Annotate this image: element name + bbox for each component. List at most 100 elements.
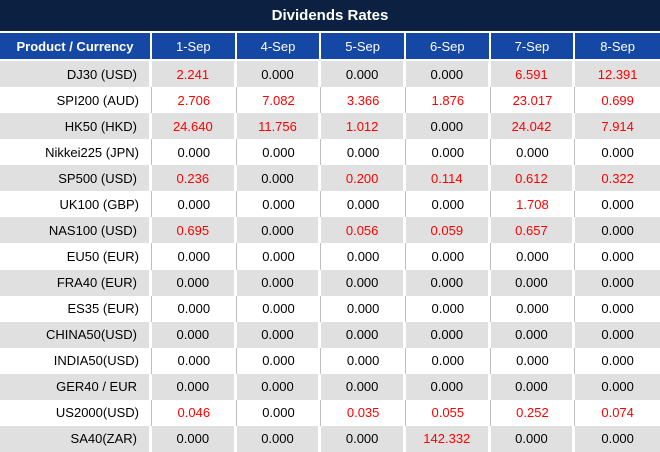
dividend-value-cell: 0.236 — [152, 165, 237, 192]
table-row: GER40 / EUR 0.000 0.000 0.000 0.000 0.000 0.00… — [0, 373, 660, 400]
product-cell: SA40(ZAR) — [0, 425, 152, 452]
dividend-value-cell: 0.000 — [490, 347, 576, 374]
column-header-8-sep: 8-Sep — [575, 33, 660, 61]
dividend-value-cell: 0.000 — [152, 243, 237, 270]
dividend-value-cell: 0.046 — [152, 399, 237, 426]
dividend-value-cell: 0.200 — [321, 165, 406, 192]
dividend-value-cell: 0.000 — [405, 269, 491, 296]
dividend-value-cell: 0.000 — [575, 425, 660, 452]
product-cell: HK50 (HKD) — [0, 113, 152, 140]
dividend-value-cell: 0.000 — [236, 347, 322, 374]
dividend-value-cell: 0.000 — [152, 425, 237, 452]
dividend-value-cell: 0.000 — [152, 321, 237, 348]
product-cell: FRA40 (EUR) — [0, 269, 152, 296]
dividend-value-cell: 0.000 — [321, 61, 406, 88]
dividend-value-cell: 0.056 — [321, 217, 406, 244]
dividend-value-cell: 0.000 — [152, 191, 237, 218]
dividend-value-cell: 0.000 — [321, 269, 406, 296]
dividend-value-cell: 0.074 — [575, 399, 660, 426]
table-row: DJ30 (USD) 2.241 0.000 0.000 0.000 6.591 12.39… — [0, 61, 660, 88]
dividend-value-cell: 2.706 — [152, 87, 237, 114]
dividend-value-cell: 0.000 — [321, 425, 406, 452]
dividend-value-cell: 24.042 — [490, 113, 576, 140]
dividend-value-cell: 0.000 — [575, 217, 660, 244]
dividend-value-cell: 24.640 — [152, 113, 237, 140]
dividend-value-cell: 0.000 — [405, 295, 491, 322]
table-row: CHINA50(USD) 0.000 0.000 0.000 0.000 0.000 0.0… — [0, 321, 660, 348]
dividend-value-cell: 0.000 — [321, 139, 406, 166]
dividend-value-cell: 0.000 — [321, 295, 406, 322]
dividend-value-cell: 0.000 — [490, 425, 576, 452]
table-row: US2000(USD) 0.046 0.000 0.035 0.055 0.252 0.07… — [0, 399, 660, 426]
product-cell: GER40 / EUR — [0, 373, 152, 400]
dividend-value-cell: 0.000 — [236, 295, 322, 322]
dividend-value-cell: 0.000 — [321, 321, 406, 348]
column-header-4-sep: 4-Sep — [236, 33, 322, 61]
dividend-value-cell: 0.000 — [575, 139, 660, 166]
dividend-value-cell: 0.000 — [236, 61, 322, 88]
dividend-value-cell: 0.000 — [152, 139, 237, 166]
dividend-value-cell: 0.055 — [405, 399, 491, 426]
dividend-value-cell: 0.000 — [236, 139, 322, 166]
dividend-value-cell: 1.012 — [321, 113, 406, 140]
dividend-value-cell: 0.000 — [236, 191, 322, 218]
table-row: HK50 (HKD) 24.640 11.756 1.012 0.000 24.042 7.… — [0, 113, 660, 140]
dividend-value-cell: 0.000 — [575, 243, 660, 270]
table-row: EU50 (EUR) 0.000 0.000 0.000 0.000 0.000 0.000 — [0, 243, 660, 270]
product-cell: EU50 (EUR) — [0, 243, 152, 270]
dividend-value-cell: 0.000 — [405, 243, 491, 270]
dividend-value-cell: 7.082 — [236, 87, 322, 114]
dividend-value-cell: 0.000 — [152, 373, 237, 400]
dividend-value-cell: 0.000 — [236, 217, 322, 244]
dividend-value-cell: 0.000 — [236, 269, 322, 296]
product-cell: ES35 (EUR) — [0, 295, 152, 322]
dividend-value-cell: 0.000 — [236, 321, 322, 348]
product-cell: CHINA50(USD) — [0, 321, 152, 348]
dividend-value-cell: 0.695 — [152, 217, 237, 244]
dividend-value-cell: 0.657 — [490, 217, 576, 244]
column-header-5-sep: 5-Sep — [321, 33, 406, 61]
table-row: NAS100 (USD) 0.695 0.000 0.056 0.059 0.657 0.0… — [0, 217, 660, 244]
dividend-value-cell: 0.059 — [405, 217, 491, 244]
dividend-value-cell: 0.000 — [405, 139, 491, 166]
page-title: Dividends Rates — [0, 0, 660, 31]
product-cell: US2000(USD) — [0, 399, 152, 426]
dividend-value-cell: 0.252 — [490, 399, 576, 426]
dividends-table: Product / Currency 1-Sep 4-Sep 5-Sep 6-S… — [0, 33, 660, 452]
dividend-value-cell: 1.708 — [490, 191, 576, 218]
dividend-value-cell: 0.000 — [405, 347, 491, 374]
dividend-value-cell: 0.000 — [236, 399, 322, 426]
table-row: FRA40 (EUR) 0.000 0.000 0.000 0.000 0.000 0.00… — [0, 269, 660, 296]
header-row: Product / Currency 1-Sep 4-Sep 5-Sep 6-S… — [0, 33, 660, 61]
dividend-value-cell: 0.000 — [575, 373, 660, 400]
column-header-7-sep: 7-Sep — [490, 33, 576, 61]
table-row: UK100 (GBP) 0.000 0.000 0.000 0.000 1.708 0.00… — [0, 191, 660, 218]
product-cell: DJ30 (USD) — [0, 61, 152, 88]
dividend-value-cell: 142.332 — [405, 425, 491, 452]
dividend-value-cell: 2.241 — [152, 61, 237, 88]
dividend-value-cell: 3.366 — [321, 87, 406, 114]
dividend-value-cell: 0.000 — [575, 347, 660, 374]
product-cell: UK100 (GBP) — [0, 191, 152, 218]
dividend-value-cell: 0.322 — [575, 165, 660, 192]
dividend-value-cell: 23.017 — [490, 87, 576, 114]
dividend-value-cell: 0.000 — [321, 243, 406, 270]
table-row: SA40(ZAR) 0.000 0.000 0.000 142.332 0.000 0.00… — [0, 425, 660, 452]
product-cell: SP500 (USD) — [0, 165, 152, 192]
dividend-value-cell: 7.914 — [575, 113, 660, 140]
dividend-value-cell: 0.000 — [405, 373, 491, 400]
dividend-value-cell: 0.000 — [490, 269, 576, 296]
table-row: INDIA50(USD) 0.000 0.000 0.000 0.000 0.000 0.0… — [0, 347, 660, 374]
dividend-value-cell: 0.000 — [490, 139, 576, 166]
dividend-value-cell: 0.000 — [152, 269, 237, 296]
dividend-value-cell: 0.000 — [575, 269, 660, 296]
dividend-value-cell: 0.000 — [490, 373, 576, 400]
dividend-value-cell: 0.114 — [405, 165, 491, 192]
dividend-value-cell: 0.000 — [575, 295, 660, 322]
dividend-value-cell: 1.876 — [405, 87, 491, 114]
dividend-value-cell: 0.000 — [575, 321, 660, 348]
dividend-value-cell: 0.000 — [236, 425, 322, 452]
table-row: SP500 (USD) 0.236 0.000 0.200 0.114 0.612 0.32… — [0, 165, 660, 192]
dividend-value-cell: 0.000 — [321, 191, 406, 218]
product-cell: NAS100 (USD) — [0, 217, 152, 244]
